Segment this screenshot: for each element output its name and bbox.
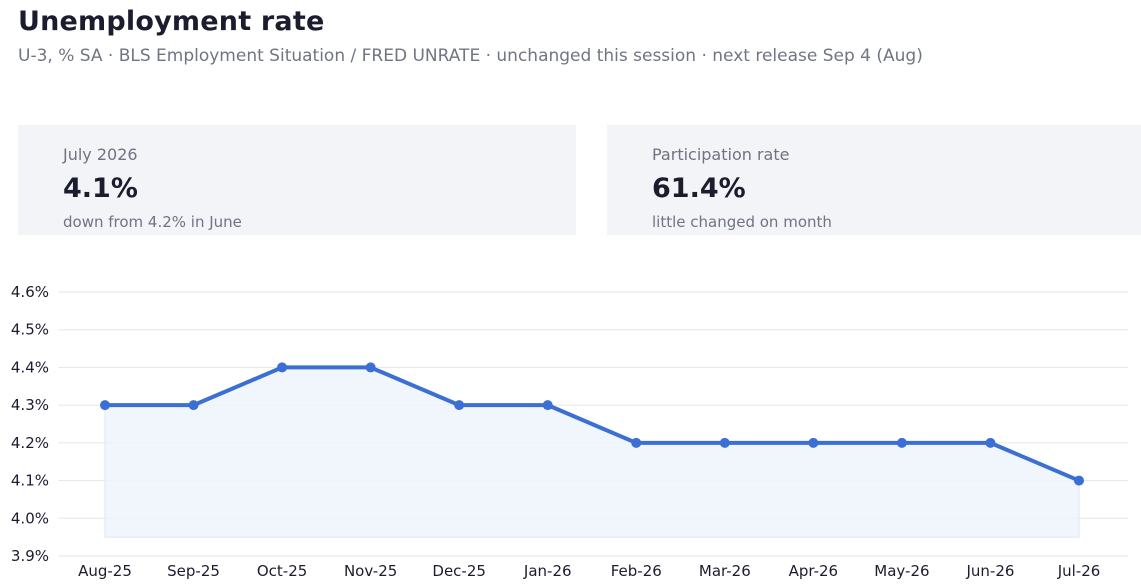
x-tick-label: Sep-25 (167, 562, 220, 580)
y-tick-label: 4.6% (11, 283, 49, 301)
x-tick-label: Dec-25 (432, 562, 486, 580)
data-point (277, 362, 288, 373)
data-point (365, 362, 376, 373)
chart-title: Unemployment rate (18, 6, 325, 37)
data-point (808, 437, 819, 448)
data-point (719, 437, 730, 448)
y-tick-label: 4.0% (11, 509, 49, 527)
y-tick-label: 4.2% (11, 434, 49, 452)
series-line (103, 365, 1081, 483)
chart-subtitle: U-3, % SA · BLS Employment Situation / F… (18, 46, 923, 66)
data-point (454, 400, 465, 411)
stat-card-participation: Participation rate 61.4% little changed … (607, 125, 1141, 235)
stat-card-value: 61.4% (652, 173, 746, 204)
x-tick-label: Nov-25 (344, 562, 397, 580)
stat-card-july: July 2026 4.1% down from 4.2% in June (18, 125, 576, 235)
x-tick-label: May-26 (874, 562, 929, 580)
y-tick-label: 4.4% (11, 358, 49, 376)
stat-card-note: down from 4.2% in June (63, 213, 242, 231)
data-point (631, 437, 642, 448)
data-point (542, 400, 553, 411)
x-tick-label: Jan-26 (523, 562, 572, 580)
y-tick-label: 4.5% (11, 321, 49, 339)
stat-card-value: 4.1% (63, 173, 138, 204)
stat-card-label: Participation rate (652, 145, 790, 164)
x-tick-label: Oct-25 (257, 562, 307, 580)
data-point (1074, 475, 1084, 486)
data-point (100, 400, 110, 411)
data-point (985, 437, 996, 448)
x-tick-label: Feb-26 (611, 562, 662, 580)
y-tick-label: 4.1% (11, 472, 49, 490)
x-tick-label: Aug-25 (78, 562, 132, 580)
stat-card-note: little changed on month (652, 213, 832, 231)
data-point (896, 437, 907, 448)
x-tick-label: Mar-26 (699, 562, 751, 580)
x-tick-label: Jul-26 (1057, 562, 1101, 580)
data-point (188, 400, 199, 411)
x-tick-label: Apr-26 (789, 562, 839, 580)
stat-card-label: July 2026 (63, 145, 138, 164)
y-tick-label: 4.3% (11, 396, 49, 414)
x-tick-label: Jun-26 (965, 562, 1014, 580)
y-tick-label: 3.9% (11, 547, 49, 565)
area-fill (104, 366, 1080, 538)
